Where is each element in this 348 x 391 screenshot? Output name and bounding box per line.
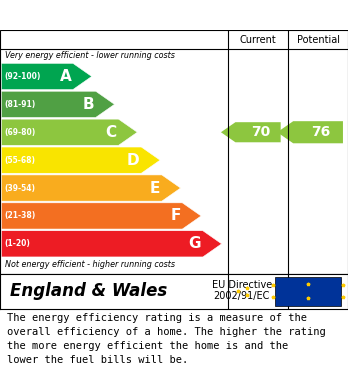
Text: 76: 76 <box>311 125 330 139</box>
Text: (92-100): (92-100) <box>4 72 41 81</box>
Polygon shape <box>1 147 160 173</box>
Text: Energy Efficiency Rating: Energy Efficiency Rating <box>10 8 232 23</box>
Text: (39-54): (39-54) <box>4 183 35 192</box>
Text: (1-20): (1-20) <box>4 239 30 248</box>
Polygon shape <box>221 122 280 142</box>
Text: Potential: Potential <box>296 35 340 45</box>
Text: (69-80): (69-80) <box>4 128 35 137</box>
Text: E: E <box>150 181 160 196</box>
Text: D: D <box>127 152 140 168</box>
Text: G: G <box>189 236 201 251</box>
Text: (81-91): (81-91) <box>4 100 35 109</box>
Text: (21-38): (21-38) <box>4 212 35 221</box>
Text: EU Directive
2002/91/EC: EU Directive 2002/91/EC <box>212 280 272 301</box>
Text: A: A <box>60 69 71 84</box>
Text: Very energy efficient - lower running costs: Very energy efficient - lower running co… <box>5 51 175 60</box>
Polygon shape <box>1 231 222 257</box>
Text: Current: Current <box>240 35 276 45</box>
Polygon shape <box>1 175 181 201</box>
Text: 70: 70 <box>251 125 270 139</box>
Polygon shape <box>1 119 137 145</box>
Text: England & Wales: England & Wales <box>10 282 168 300</box>
Polygon shape <box>1 203 201 229</box>
Polygon shape <box>1 91 114 117</box>
FancyBboxPatch shape <box>275 276 341 306</box>
Text: Not energy efficient - higher running costs: Not energy efficient - higher running co… <box>5 260 175 269</box>
Text: The energy efficiency rating is a measure of the
overall efficiency of a home. T: The energy efficiency rating is a measur… <box>7 313 326 365</box>
Text: C: C <box>106 125 117 140</box>
Polygon shape <box>277 121 343 143</box>
Text: F: F <box>170 208 181 223</box>
Polygon shape <box>1 63 92 90</box>
Text: B: B <box>82 97 94 112</box>
Text: (55-68): (55-68) <box>4 156 35 165</box>
